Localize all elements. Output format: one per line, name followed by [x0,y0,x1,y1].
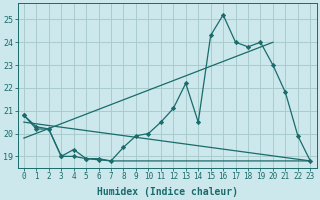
X-axis label: Humidex (Indice chaleur): Humidex (Indice chaleur) [97,186,237,197]
